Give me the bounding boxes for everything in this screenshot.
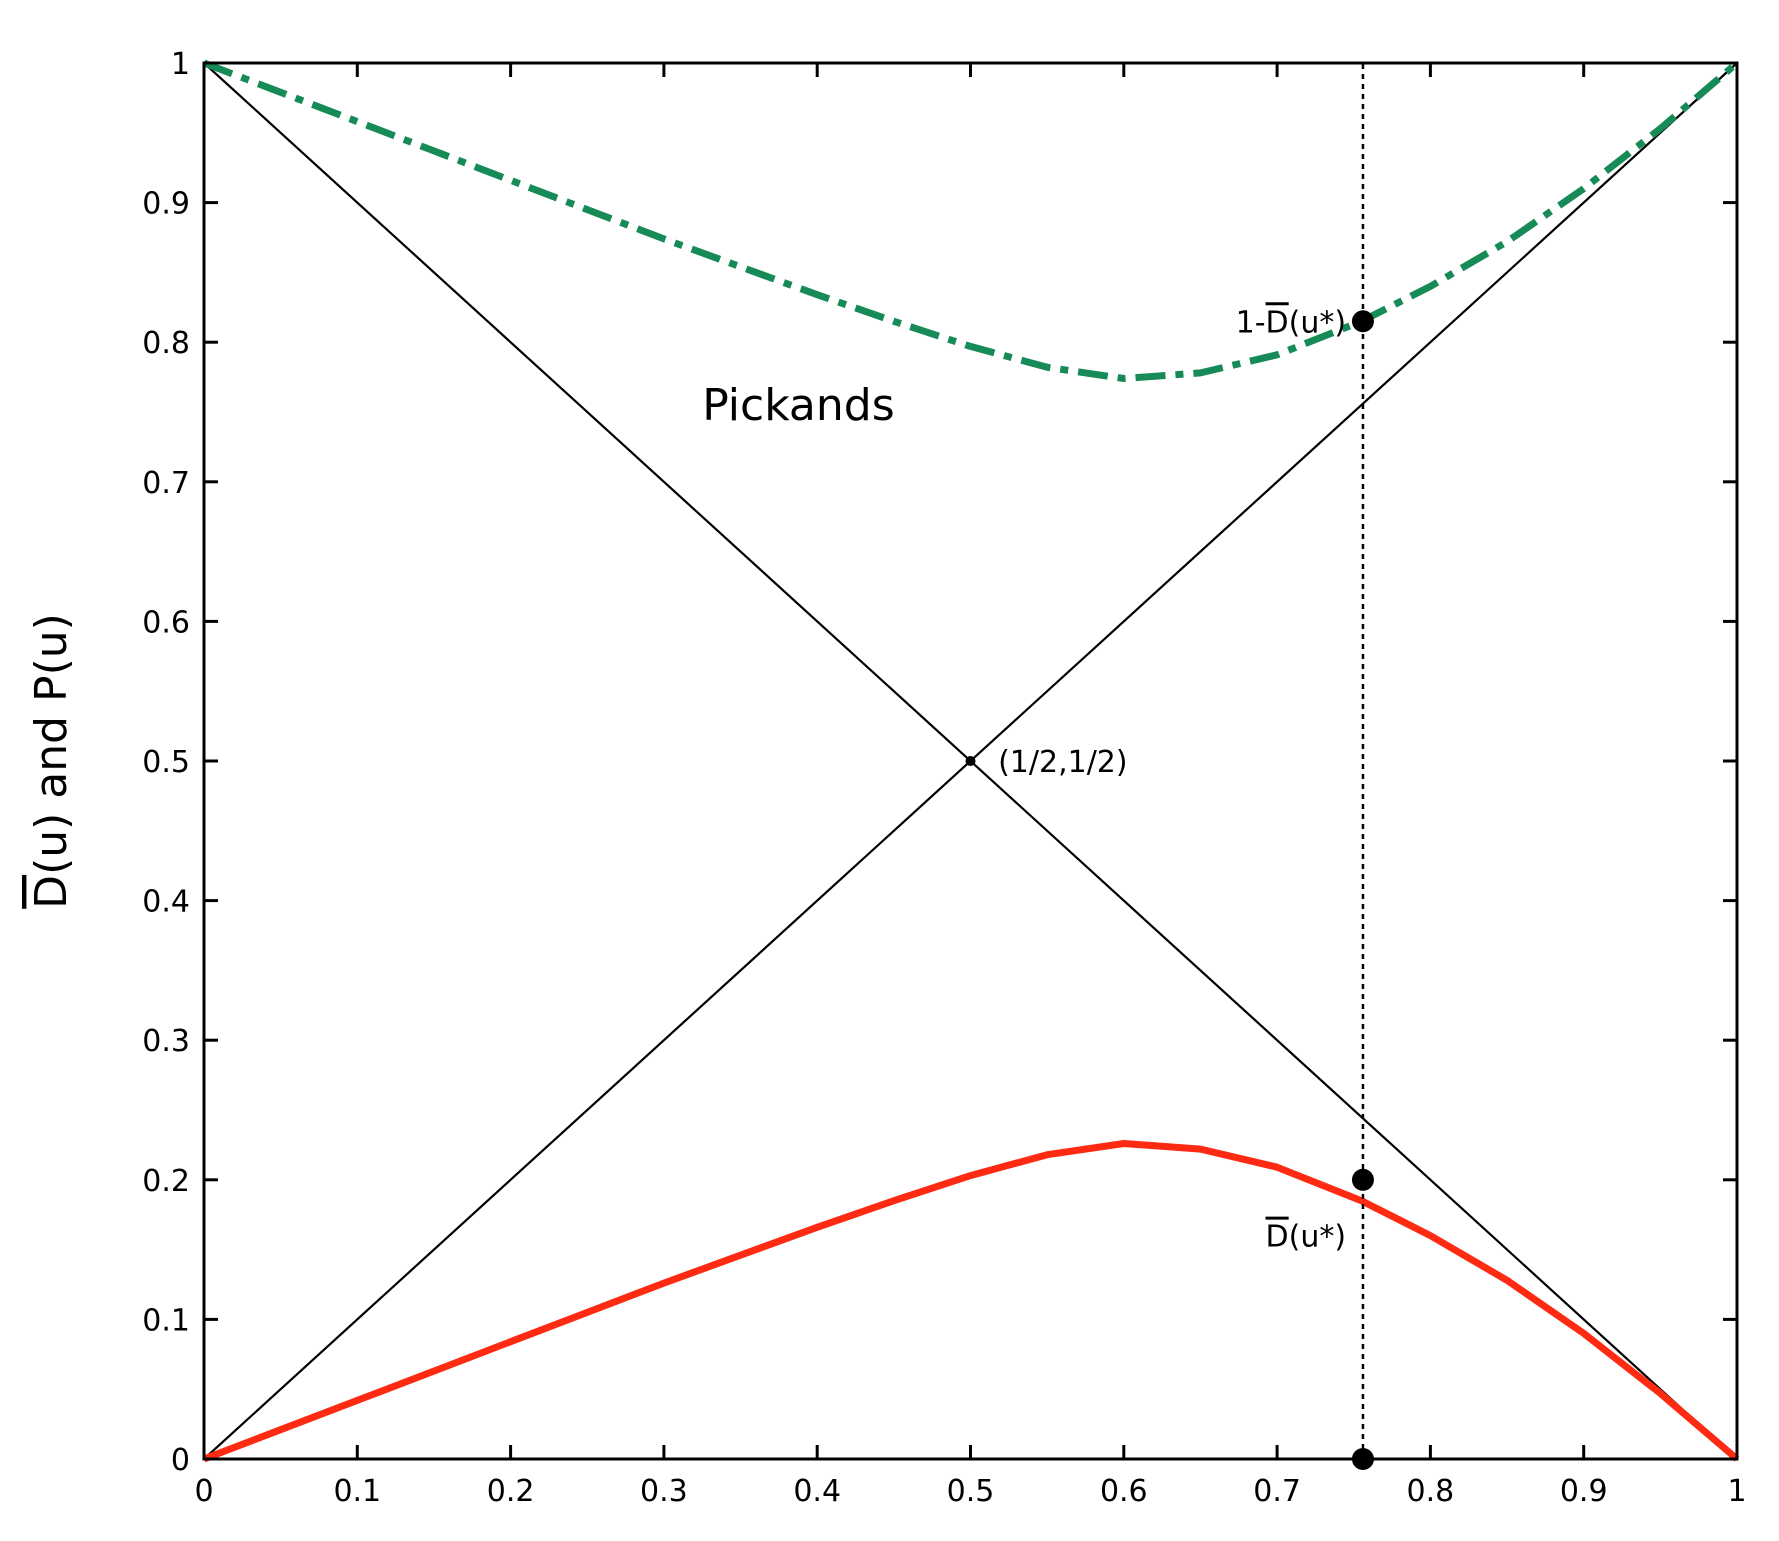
y-tick-label: 1	[171, 47, 190, 82]
y-tick-label: 0.1	[142, 1303, 190, 1338]
x-tick-label: 0.8	[1407, 1474, 1455, 1509]
data-point-3	[965, 756, 976, 766]
x-tick-label: 0.7	[1253, 1474, 1301, 1509]
x-tick-label: 0	[194, 1474, 213, 1509]
axis-ticks	[202, 61, 1739, 1461]
y-tick-label: 0.5	[142, 745, 190, 780]
y-tick-label: 0.6	[142, 605, 190, 640]
annotation-rest: (u*)	[1289, 305, 1346, 340]
data-point-1	[1351, 1168, 1374, 1191]
annotation-2: 1-D(u*)	[1236, 305, 1346, 340]
y-tick-label: 0.7	[142, 466, 190, 501]
series-line-2	[202, 59, 1740, 382]
annotation-overline: D	[1266, 1220, 1289, 1255]
y-tick-label: 0.8	[142, 326, 190, 361]
annotation-1: (1/2,1/2)	[998, 745, 1128, 780]
x-tick-label: 0.3	[640, 1474, 688, 1509]
x-tick-label: 1	[1727, 1474, 1746, 1509]
annotation-rest: (u*)	[1289, 1220, 1346, 1255]
annotation-3: D(u*)	[1266, 1220, 1347, 1255]
annotation-overline: D	[1266, 305, 1289, 340]
series-line-3	[202, 1140, 1740, 1463]
x-tick-label: 0.9	[1560, 1474, 1608, 1509]
annotations: Pickands(1/2,1/2)1-D(u*)D(u*)	[702, 305, 1346, 1254]
x-tick-label: 0.1	[333, 1474, 381, 1509]
y-axis-title: D(u) and P(u)	[26, 613, 77, 909]
data-point-0	[1351, 310, 1374, 333]
y-tick-label: 0.2	[142, 1164, 190, 1199]
x-tick-label: 0.5	[947, 1474, 995, 1509]
y-tick-label: 0.9	[142, 187, 190, 222]
x-tick-label: 0.2	[487, 1474, 535, 1509]
y-tick-label: 0	[171, 1443, 190, 1478]
y-axis-title-rest: (u) and P(u)	[26, 613, 77, 875]
plot-content	[202, 59, 1740, 1470]
annotation-0: Pickands	[702, 380, 894, 431]
x-tick-label: 0.6	[1100, 1474, 1148, 1509]
annotation-prefix: 1-	[1236, 305, 1266, 340]
x-tick-label: 0.4	[793, 1474, 841, 1509]
y-tick-label: 0.3	[142, 1024, 190, 1059]
y-axis-title-overline: D	[26, 875, 77, 909]
y-tick-label: 0.4	[142, 885, 190, 920]
tick-labels: 0 0.1 0.2 0.3 0.4 0.5 0.6 0.7 0.8 0.9 1 0 0.1 0.2 0.3 0…	[142, 47, 1746, 1509]
